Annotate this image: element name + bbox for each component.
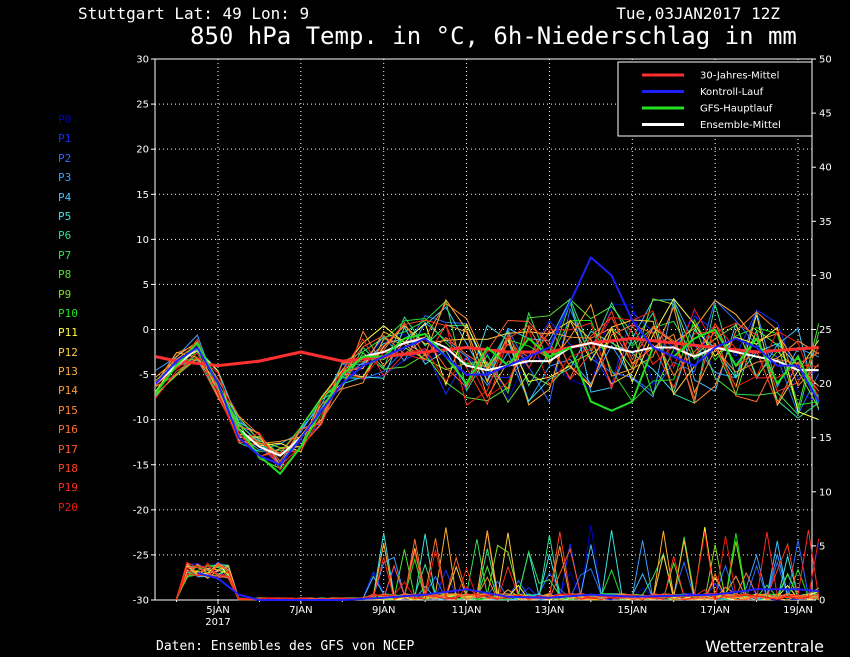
y-left-tick-label: -15 <box>133 460 149 471</box>
member-label-p1: P1 <box>58 132 72 146</box>
member-precip-line <box>176 524 820 601</box>
run-date: Tue,03JAN2017 12Z <box>616 4 780 23</box>
y-left-tick-label: 0 <box>143 325 149 336</box>
member-label-p8: P8 <box>58 268 72 282</box>
x-tick-label: 15JAN <box>617 605 647 616</box>
y-left-tick-label: -10 <box>133 415 149 426</box>
legend-label: Ensemble-Mittel <box>700 120 781 131</box>
x-tick-label: 13JAN <box>535 605 565 616</box>
member-temp-line <box>155 322 819 457</box>
member-label-p4: P4 <box>58 190 72 204</box>
member-label-p12: P12 <box>58 345 78 359</box>
member-precip-line <box>176 531 819 601</box>
y-right-tick-label: 10 <box>819 487 832 498</box>
member-label-p19: P19 <box>58 481 78 495</box>
y-left-tick-label: -20 <box>133 505 149 516</box>
y-right-tick-label: 40 <box>819 163 832 174</box>
member-label-p17: P17 <box>58 442 78 456</box>
member-list: P0 P1 P2 P3 P4 P5 P6 P7 P8 P9 P10 P11 P12 P13 P14 P15 P1… <box>58 110 78 517</box>
legend-label: 30-Jahres-Mittel <box>700 71 779 82</box>
member-temp-line <box>155 298 820 458</box>
y-right-tick-label: 50 <box>819 55 832 66</box>
member-label-p13: P13 <box>58 365 78 379</box>
y-left-tick-label: 25 <box>136 100 149 111</box>
member-label-p10: P10 <box>58 306 78 320</box>
y-left-tick-label: 15 <box>136 190 149 201</box>
member-label-p20: P20 <box>58 500 78 514</box>
member-label-p5: P5 <box>58 209 72 223</box>
series-line-ensemble-mittel <box>155 337 819 457</box>
member-precip-line <box>176 538 819 601</box>
data-source: Daten: Ensembles des GFS von NCEP <box>156 639 415 654</box>
member-label-p11: P11 <box>58 326 78 340</box>
member-precip-line <box>176 527 819 601</box>
x-tick-label: 9JAN <box>372 605 395 616</box>
y-left-tick-label: 20 <box>136 145 149 156</box>
member-label-p6: P6 <box>58 229 72 243</box>
x-tick-label: 19JAN <box>783 605 813 616</box>
y-right-tick-label: 20 <box>819 379 832 390</box>
member-label-p7: P7 <box>58 248 72 262</box>
member-precip-line <box>176 529 820 601</box>
y-left-tick-label: 5 <box>143 280 149 291</box>
series-line-gfs-hauptlauf <box>155 328 820 475</box>
member-label-p3: P3 <box>58 171 72 185</box>
x-year-label: 2017 <box>205 617 230 628</box>
x-tick-label: 7JAN <box>289 605 312 616</box>
chart-title: 850 hPa Temp. in °C, 6h-Niederschlag in … <box>190 22 797 50</box>
member-label-p16: P16 <box>58 423 78 437</box>
member-temp-line <box>155 307 820 471</box>
location-label: Stuttgart Lat: 49 Lon: 9 <box>78 4 310 23</box>
y-left-tick-label: 30 <box>136 55 149 66</box>
brand-label: Wetterzentrale <box>704 637 824 656</box>
member-temp-line <box>155 322 819 463</box>
member-label-p18: P18 <box>58 462 78 476</box>
y-right-tick-label: 5 <box>819 541 825 552</box>
member-label-p9: P9 <box>58 287 72 301</box>
member-precip-line <box>176 527 819 601</box>
x-tick-label: 11JAN <box>452 605 482 616</box>
member-label-p14: P14 <box>58 384 78 398</box>
y-right-tick-label: 25 <box>819 325 832 336</box>
y-right-tick-label: 30 <box>819 271 832 282</box>
y-right-tick-label: 45 <box>819 109 832 120</box>
series-line-kontroll-lauf <box>155 256 820 466</box>
y-left-tick-label: -30 <box>133 596 149 607</box>
y-left-tick-label: -25 <box>133 550 149 561</box>
y-left-tick-label: -5 <box>139 370 149 381</box>
y-right-tick-label: 0 <box>819 596 825 607</box>
member-label-p15: P15 <box>58 403 78 417</box>
series-line-kontroll-lauf-niederschlag <box>197 572 819 601</box>
member-label-p0: P0 <box>58 113 72 126</box>
x-tick-label: 5JAN <box>206 605 229 616</box>
member-label-p2: P2 <box>58 151 72 165</box>
y-left-tick-label: 10 <box>136 235 149 246</box>
legend-label: Kontroll-Lauf <box>700 87 764 98</box>
x-tick-label: 17JAN <box>700 605 730 616</box>
y-right-tick-label: 15 <box>819 433 832 444</box>
y-right-tick-label: 35 <box>819 217 832 228</box>
legend-label: GFS-Hauptlauf <box>700 104 773 115</box>
